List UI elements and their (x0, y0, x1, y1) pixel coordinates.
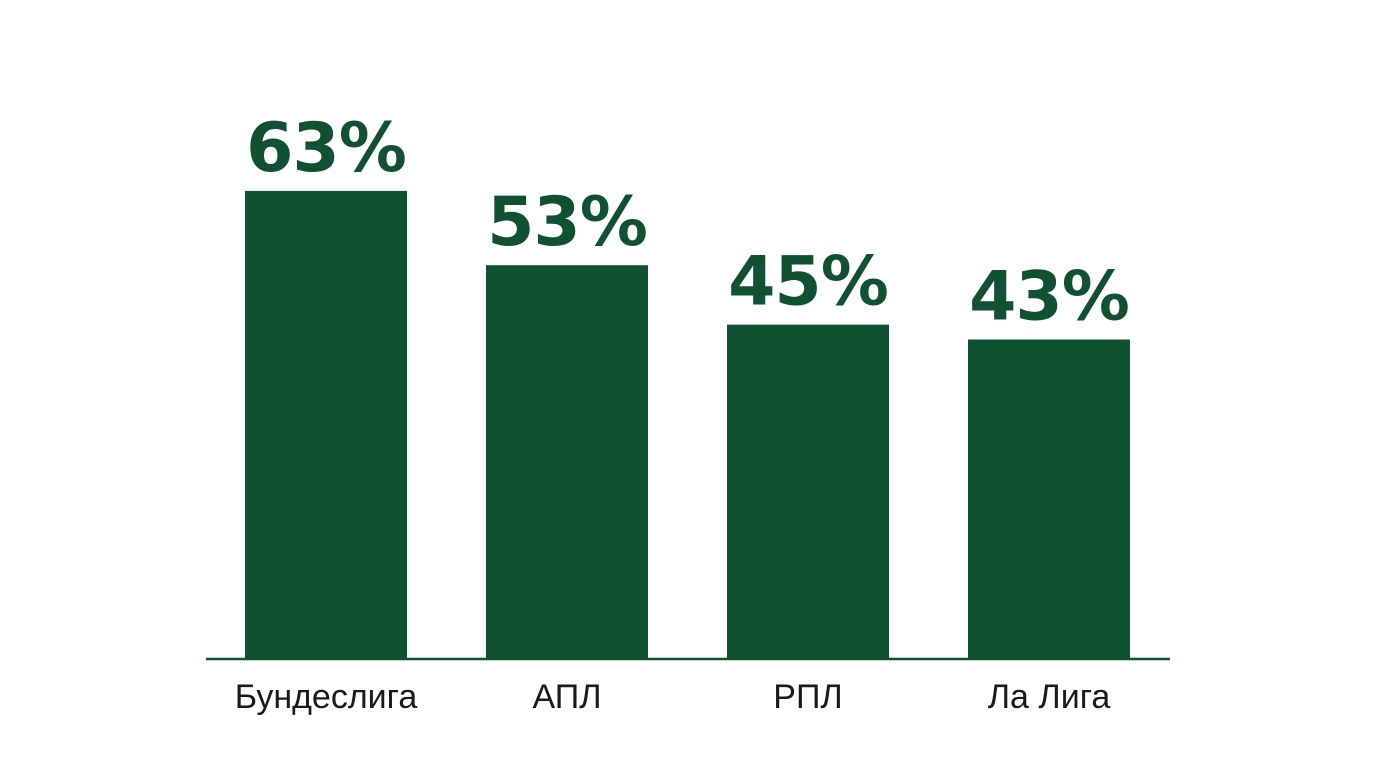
bar-2 (486, 265, 648, 659)
bars-layer (245, 190, 1130, 659)
category-label-2: АПЛ (532, 678, 601, 716)
category-labels-layer: Бундеслига АПЛ РПЛ Ла Лига (235, 678, 1111, 716)
value-label-3: 45% (728, 243, 888, 322)
bar-3 (727, 324, 889, 659)
value-labels-layer: 63% 53% 45% 43% (246, 109, 1130, 337)
bar-4 (968, 339, 1130, 659)
category-label-1: Бундеслига (235, 678, 418, 716)
value-label-1: 63% (246, 109, 406, 188)
value-label-4: 43% (969, 258, 1129, 337)
category-label-3: РПЛ (773, 678, 842, 716)
bar-1 (245, 190, 407, 659)
value-label-2: 53% (487, 183, 647, 262)
category-label-4: Ла Лига (988, 678, 1111, 716)
